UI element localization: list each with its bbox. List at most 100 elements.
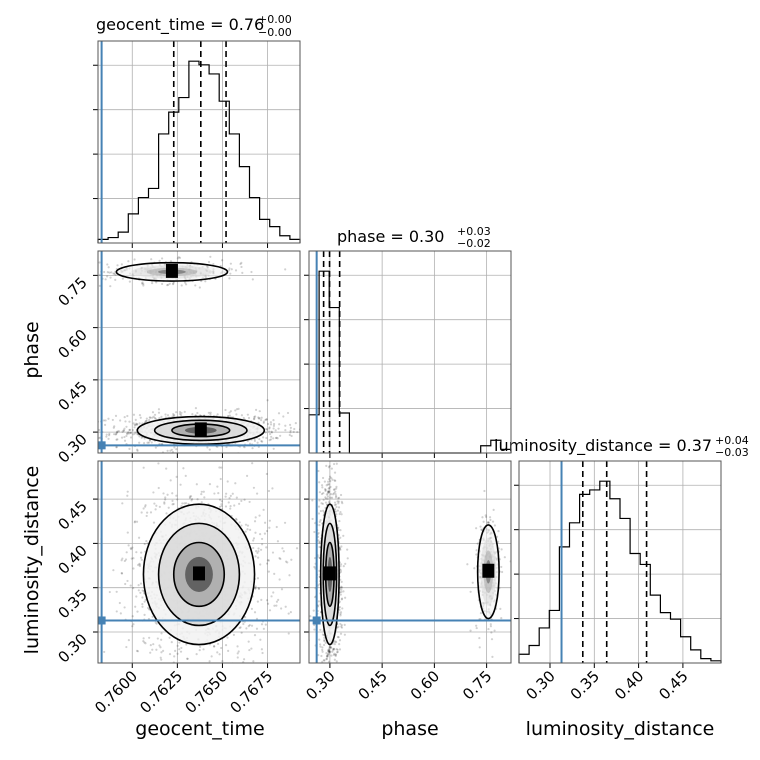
sample-point bbox=[146, 511, 149, 514]
sample-point bbox=[247, 640, 250, 643]
sample-point bbox=[328, 650, 331, 653]
sample-point bbox=[227, 414, 230, 418]
sample-point bbox=[248, 648, 251, 652]
sample-point bbox=[331, 689, 333, 691]
sample-point bbox=[171, 499, 174, 502]
sample-point bbox=[132, 567, 135, 570]
sample-point bbox=[324, 489, 327, 492]
sample-point bbox=[236, 652, 239, 655]
x-tick-label: 0.60 bbox=[407, 667, 443, 703]
sample-point bbox=[288, 423, 292, 426]
sample-point bbox=[331, 478, 334, 481]
sample-point bbox=[325, 497, 328, 500]
sample-point bbox=[233, 504, 236, 507]
sample-point bbox=[139, 416, 142, 419]
sample-point bbox=[245, 627, 248, 630]
sample-point bbox=[132, 586, 135, 590]
sample-point bbox=[240, 414, 244, 417]
sample-point bbox=[240, 524, 243, 527]
sample-point bbox=[142, 284, 145, 287]
x-axis-label-phase: phase bbox=[381, 718, 438, 740]
sample-point bbox=[73, 427, 75, 429]
y-axis-label-luminosity-distance: luminosity_distance bbox=[21, 466, 43, 655]
sample-point bbox=[327, 653, 330, 656]
sample-point bbox=[484, 514, 487, 517]
sample-point bbox=[501, 570, 504, 574]
sample-point bbox=[255, 550, 258, 553]
density-peak bbox=[165, 263, 178, 278]
sample-point bbox=[497, 540, 500, 543]
x-tick-label: 0.75 bbox=[459, 667, 495, 703]
sample-point bbox=[258, 410, 261, 413]
x-tick-label: 0.35 bbox=[567, 667, 603, 703]
sample-point bbox=[339, 493, 343, 497]
sample-point bbox=[166, 284, 169, 287]
sample-point bbox=[339, 510, 342, 514]
sample-point bbox=[256, 600, 259, 603]
sample-point bbox=[162, 649, 165, 652]
sample-point bbox=[324, 488, 327, 491]
panel-frame bbox=[308, 460, 512, 664]
sample-point bbox=[332, 488, 336, 491]
sample-point bbox=[225, 445, 228, 449]
sample-point bbox=[132, 433, 135, 436]
sample-point bbox=[132, 422, 135, 425]
sample-point bbox=[248, 623, 251, 627]
sample-point bbox=[151, 416, 154, 419]
sample-point bbox=[327, 652, 330, 655]
sample-point bbox=[284, 268, 287, 271]
joint-panel-phase-luminosity-distance: 0.30 0.45 0.60 0.75 bbox=[302, 460, 512, 703]
sample-point bbox=[136, 449, 139, 452]
sample-point bbox=[253, 520, 257, 523]
sample-point bbox=[272, 422, 276, 426]
sample-point bbox=[128, 420, 131, 423]
sample-point bbox=[331, 650, 334, 653]
sample-point bbox=[142, 639, 145, 643]
sample-point bbox=[339, 565, 342, 568]
sample-point bbox=[208, 482, 212, 486]
sample-point bbox=[234, 269, 238, 272]
sample-point bbox=[166, 414, 170, 417]
sample-point bbox=[133, 258, 136, 261]
sample-point bbox=[499, 607, 502, 610]
sample-point bbox=[252, 417, 256, 421]
sample-point bbox=[323, 659, 326, 662]
luminosity-distance-title-minus: −0.03 bbox=[715, 446, 749, 459]
sample-point bbox=[135, 520, 139, 523]
sample-point bbox=[207, 411, 210, 414]
sample-point bbox=[130, 547, 133, 551]
sample-point bbox=[251, 278, 254, 281]
sample-point bbox=[253, 634, 257, 637]
sample-point bbox=[294, 421, 297, 425]
sample-point bbox=[89, 564, 91, 566]
sample-point bbox=[321, 418, 323, 420]
sample-point bbox=[327, 490, 330, 493]
sample-point bbox=[260, 623, 264, 626]
sample-point bbox=[261, 651, 264, 655]
sample-point bbox=[249, 528, 252, 531]
sample-point bbox=[257, 587, 261, 590]
sample-point bbox=[342, 534, 345, 537]
sample-point bbox=[261, 440, 264, 443]
sample-point bbox=[134, 418, 137, 421]
sample-point bbox=[290, 434, 293, 438]
sample-point bbox=[257, 421, 260, 424]
sample-point bbox=[327, 480, 330, 483]
sample-point bbox=[114, 278, 117, 282]
sample-point bbox=[254, 587, 257, 590]
sample-point bbox=[491, 520, 495, 523]
truth-marker bbox=[97, 616, 106, 625]
sample-point bbox=[196, 498, 199, 501]
sample-point bbox=[272, 447, 275, 450]
sample-point bbox=[338, 546, 342, 549]
sample-point bbox=[248, 442, 252, 445]
sample-point bbox=[141, 671, 143, 673]
sample-point bbox=[311, 517, 314, 521]
sample-point bbox=[120, 572, 123, 575]
sample-point bbox=[283, 521, 287, 524]
sample-point bbox=[274, 436, 278, 440]
sample-point bbox=[257, 547, 260, 550]
sample-point bbox=[242, 622, 245, 626]
sample-point bbox=[289, 431, 292, 434]
